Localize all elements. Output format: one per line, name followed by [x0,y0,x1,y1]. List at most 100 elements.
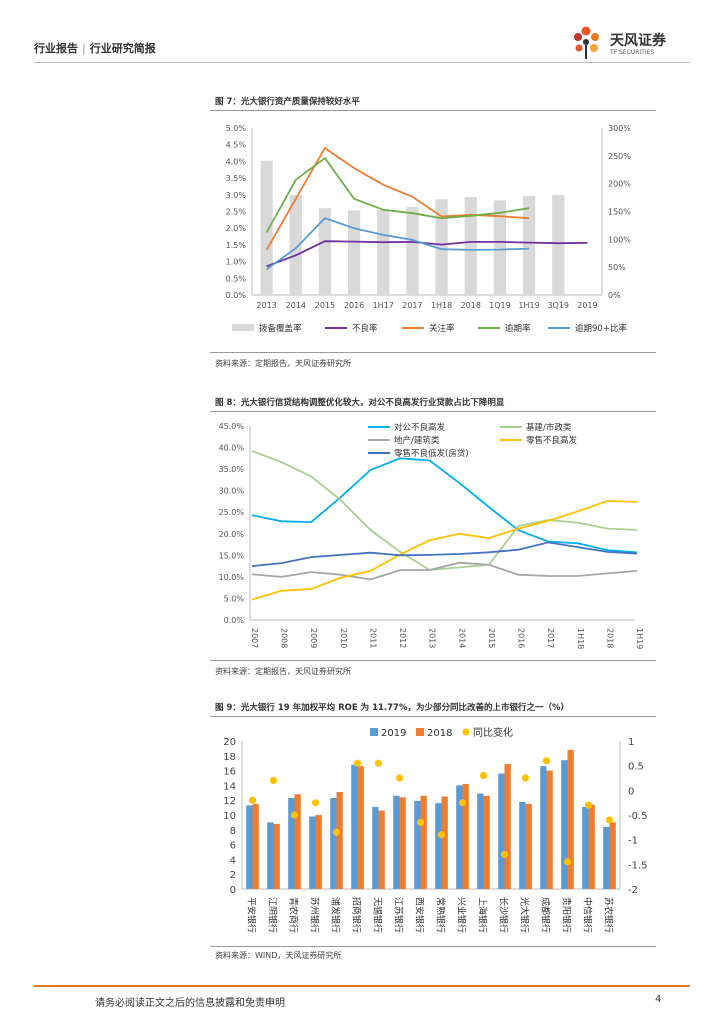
fig9-bar [519,801,526,889]
fig9-x-tick: 光大银行 [519,897,531,933]
logo-cn: 天风证券 [610,33,666,49]
fig7-left-tick: 3.5% [226,174,247,183]
fig9-bar [294,794,301,889]
fig9-change-point [353,759,362,767]
fig8-y-tick: 15.0% [219,551,245,560]
fig7-bar [260,160,273,295]
fig8-series-line [251,561,638,581]
fig8-series-line [251,457,638,554]
fig7-x-tick: 1Q19 [489,301,511,310]
fig9-change-point [500,850,509,859]
fig9-y-tick: 2 [230,870,236,881]
fig9-bar [315,815,322,889]
fig9-x-tick: 江苏银行 [393,897,405,933]
fig8-series-line [251,541,638,567]
fig7-legend-label: 关注率 [429,323,455,334]
fig9-bar [546,770,553,889]
fig9-bar [456,785,463,889]
fig9-bar [477,793,484,889]
fig9-right-tick: 0 [628,786,634,797]
fig8-title: 图 8：光大银行信贷结构调整优化较大，对公不良高发行业贷款占比下降明显 [215,398,505,408]
fig7-bar [318,208,332,295]
fig8-x-tick: 2018 [605,628,614,648]
fig9-change-point [521,774,530,782]
fig8-source-rule [210,660,656,661]
fig8-x-tick: 2011 [368,628,377,648]
fig8-legend-label: 基建/市政类 [526,422,572,433]
fig9-y-tick: 16 [223,767,236,778]
fig9-right-tick: -2 [628,885,638,896]
fig9-x-tick: 无锡银行 [372,897,384,933]
fig9-y-tick: 10 [223,811,236,822]
fig9-change-point [332,828,341,836]
company-logo: 天风证券 TF SECURITIES [566,22,696,62]
fig9-legend-swatch [370,728,378,736]
fig8-x-tick: 2014 [457,628,466,648]
fig9-x-tick: 青农商行 [288,897,300,933]
fig9-bar [525,803,532,889]
fig9-bar [399,797,406,889]
fig8-x-tick: 2009 [309,628,318,648]
fig8-legend-label: 对公不良高发 [394,422,446,433]
fig9-change-point [605,816,614,824]
fig9-legend-label: 2019 [381,728,406,739]
fig9-bar [420,795,427,889]
fig9-x-tick: 苏州银行 [309,897,321,933]
fig9-bar [336,792,343,889]
fig9-right-tick: 0.5 [628,762,644,773]
header-separator: | [82,42,86,55]
fig9-change-point [542,757,551,765]
fig9-x-tick: 苏农银行 [603,897,615,933]
fig8-x-tick: 2008 [280,628,289,648]
fig7-left-tick: 2.0% [226,224,247,233]
fig7-bar [552,194,565,295]
fig8-y-tick: 40.0% [219,444,245,453]
fig8-rule [210,411,656,412]
fig9-right-tick: 1 [628,737,634,748]
fig7-series-line [265,146,530,251]
fig9-right-tick: -1.5 [628,860,648,871]
fig7-left-tick: 2.5% [226,208,247,217]
fig7-bar [347,210,361,295]
fig9-y-tick: 0 [230,885,236,896]
fig8-x-tick: 2016 [517,628,526,648]
fig9-change-point [479,771,488,780]
fig9-y-tick: 6 [230,841,236,852]
fig9-legend-label: 2018 [427,728,452,739]
fig9-change-point [248,796,257,804]
fig8-legend-label: 地产/建筑类 [394,435,440,446]
fig9-change-point [269,776,278,785]
fig8-y-tick: 0.0% [224,616,245,625]
fig9-y-tick: 12 [223,796,236,807]
fig7-bar [493,200,507,295]
fig9-title: 图 9：光大银行 19 年加权平均 ROE 为 11.77%，为少部分同比改善的… [215,703,569,713]
fig7-left-tick: 1.5% [226,241,247,250]
fig7-legend-label: 逾期率 [505,323,531,334]
fig7-bar [522,195,536,295]
fig7-x-tick: 2016 [344,301,364,310]
fig9-bar [582,806,589,889]
fig7-left-tick: 0.5% [226,274,247,283]
fig8-x-tick: 1H18 [576,628,585,649]
fig9-y-tick: 4 [230,855,236,866]
fig7-series-line [265,156,530,233]
fig7-chart: 0.0% 0.5% 1.0% 1.5% 2.0% 2.5% 3.0% 3.5% 4.0% 4.5%… [226,124,632,334]
fig7-x-tick: 1H19 [518,301,539,310]
fig9-bar [414,800,421,889]
fig7-x-tick: 2019 [577,301,597,310]
page-number: 4 [655,994,662,1005]
footer-rule [34,985,690,987]
fig9-legend-label: 同比变化 [473,726,513,739]
fig7-left-tick: 5.0% [226,124,247,133]
fig9-bar [609,822,616,889]
fig7-left-tick: 3.0% [226,191,247,200]
fig8-y-tick: 35.0% [219,465,245,474]
header-right: 行业研究简报 [89,42,156,55]
fig9-change-point [584,801,593,809]
fig9-bar [288,797,295,889]
fig9-bar [378,810,385,889]
fig9-bar [357,766,364,889]
fig9-bar [351,764,358,889]
fig9-change-point [374,759,383,767]
fig9-y-tick: 8 [230,826,236,837]
